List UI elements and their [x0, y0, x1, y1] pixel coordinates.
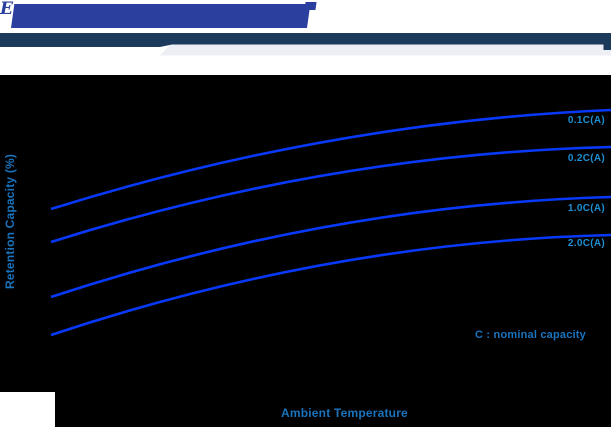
curve-label-1.0C: 1.0C(A)	[567, 203, 605, 214]
curve-0.1C(A)	[50, 108, 611, 211]
curve-label-0.1C: 0.1C(A)	[567, 115, 605, 126]
curve-label-2.0C: 2.0C(A)	[567, 238, 605, 249]
title-letter-e: E	[0, 0, 13, 19]
nominal-capacity-note: C : nominal capacity	[475, 329, 586, 341]
header-navy-bar	[0, 33, 611, 47]
curve-0.2C(A)	[50, 145, 611, 244]
chart-background-lower	[55, 392, 611, 427]
curve-2.0C(A)	[50, 233, 611, 337]
curve-1.0C(A)	[50, 195, 611, 299]
header-divider-bar	[0, 33, 611, 56]
header-navy-notch	[603, 44, 611, 50]
y-axis-label: Retention Capacity (%)	[3, 153, 17, 289]
chart-background	[0, 75, 611, 392]
curve-label-0.2C: 0.2C(A)	[567, 153, 605, 164]
x-axis-label: Ambient Temperature	[281, 406, 408, 420]
header-gray-strip	[160, 44, 611, 56]
